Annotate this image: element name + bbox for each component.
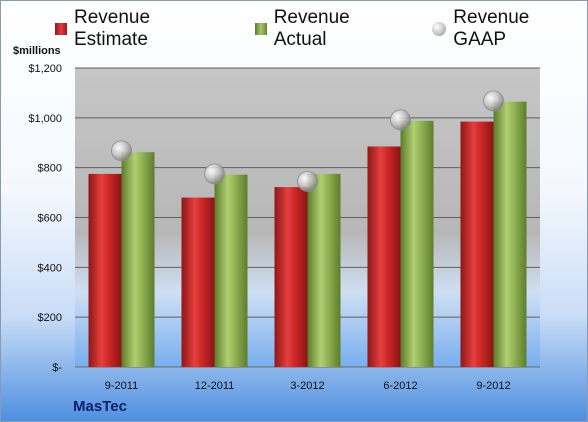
marker-revenue-gaap: [204, 163, 225, 185]
x-tick-label: 6-2012: [383, 380, 417, 392]
x-axis-ticks: 9-2011 12-2011 3-2012 6-2012 9-2012: [105, 380, 511, 392]
marker-revenue-gaap: [483, 90, 504, 112]
bar-revenue-actual: [307, 173, 341, 367]
y-tick-label: $-: [52, 362, 62, 374]
x-tick-label: 9-2011: [105, 380, 138, 392]
legend-swatch-revenue-gaap: [432, 22, 447, 36]
y-tick-label: $1,000: [28, 113, 62, 125]
y-tick-label: $1,200: [28, 63, 62, 75]
y-tick-label: $600: [38, 213, 62, 225]
bar-revenue-actual: [493, 101, 527, 367]
legend-label-revenue-actual: Revenue Actual: [273, 7, 350, 50]
x-tick-label: 3-2012: [290, 380, 324, 392]
marker-revenue-gaap: [297, 170, 318, 192]
legend-label-revenue-estimate: Revenue Estimate: [73, 7, 151, 50]
bar-revenue-estimate: [181, 197, 215, 367]
y-axis-unit-label: $millions: [13, 45, 61, 57]
legend-item-revenue-gaap: Revenue GAAP: [432, 7, 587, 51]
bar-revenue-estimate: [274, 187, 308, 367]
legend-item-revenue-estimate: Revenue Estimate: [55, 7, 229, 51]
bar-revenue-actual: [214, 174, 248, 367]
marker-revenue-gaap: [111, 140, 132, 162]
legend-item-revenue-actual: Revenue Actual: [254, 7, 407, 51]
legend: Revenue Estimate Revenue Actual Revenue …: [55, 7, 587, 50]
legend-swatch-revenue-actual: [254, 23, 267, 35]
y-tick-label: $800: [38, 163, 62, 175]
y-tick-label: $400: [38, 262, 62, 274]
bar-revenue-actual: [121, 152, 155, 367]
bar-revenue-estimate: [460, 121, 494, 367]
bar-revenue-actual: [400, 120, 434, 367]
x-tick-label: 12-2011: [195, 380, 235, 392]
bars: [88, 101, 527, 367]
marker-revenue-gaap: [390, 109, 411, 131]
gaap-markers: [111, 90, 504, 192]
x-tick-label: 9-2012: [476, 380, 510, 392]
legend-swatch-revenue-estimate: [55, 23, 67, 35]
bar-revenue-estimate: [367, 146, 401, 367]
y-tick-label: $200: [38, 312, 62, 324]
legend-label-revenue-gaap: Revenue GAAP: [453, 7, 530, 50]
company-name: MasTec: [73, 398, 127, 415]
bar-revenue-estimate: [88, 173, 122, 367]
y-axis-ticks: $- $200 $400 $600 $800 $1,000 $1,200: [28, 63, 62, 374]
